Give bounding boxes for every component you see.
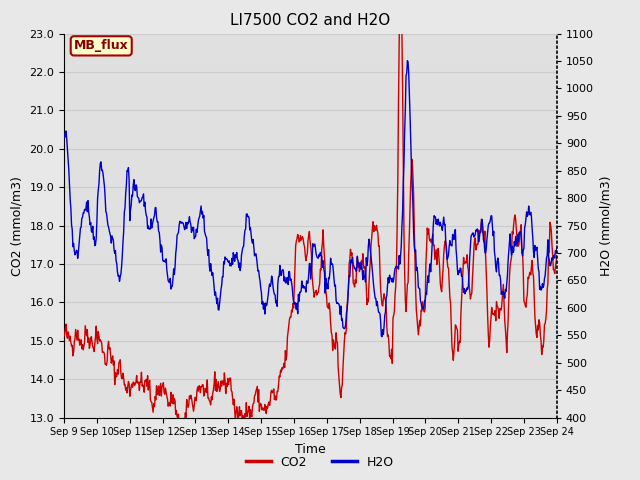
Y-axis label: CO2 (mmol/m3): CO2 (mmol/m3)	[11, 176, 24, 276]
Legend: CO2, H2O: CO2, H2O	[241, 451, 399, 474]
Text: MB_flux: MB_flux	[74, 39, 129, 52]
X-axis label: Time: Time	[295, 443, 326, 456]
Y-axis label: H2O (mmol/m3): H2O (mmol/m3)	[600, 175, 612, 276]
Title: LI7500 CO2 and H2O: LI7500 CO2 and H2O	[230, 13, 390, 28]
